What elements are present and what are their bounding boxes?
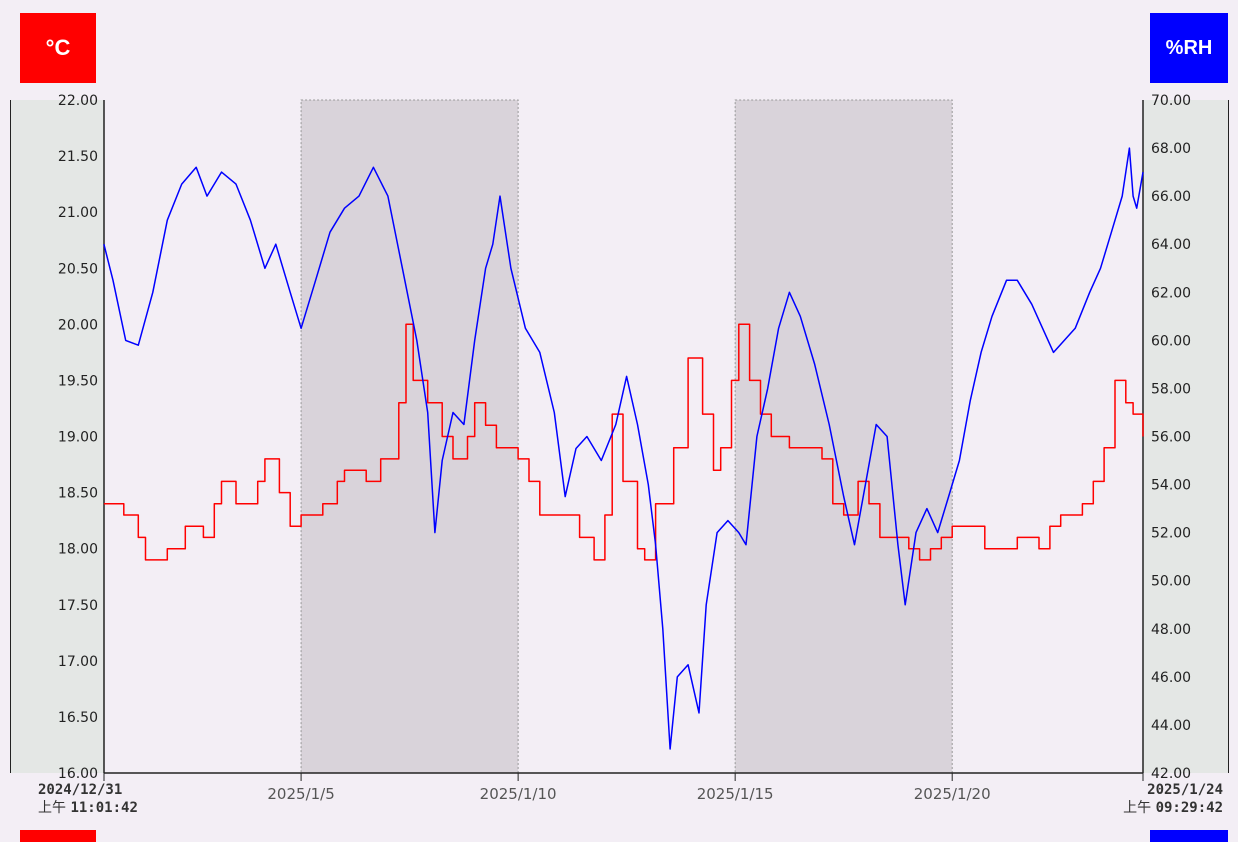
right-tick-label: 58.00 [1151, 381, 1191, 397]
start-time: 11:01:42 [70, 800, 138, 816]
x-tick-label: 2025/1/15 [697, 785, 774, 803]
celsius-unit-badge: °C [20, 13, 96, 83]
right-tick-label: 50.00 [1151, 574, 1191, 590]
left-tick-label: 20.00 [58, 317, 98, 333]
end-timestamp: 2025/1/24 上午 09:29:42 [1075, 781, 1223, 817]
right-tick-label: 46.00 [1151, 670, 1191, 686]
right-tick-label: 54.00 [1151, 478, 1191, 494]
right-tick-label: 42.00 [1151, 766, 1191, 782]
left-tick-label: 18.50 [58, 486, 98, 502]
left-tick-label: 16.50 [58, 710, 98, 726]
left-tick-label: 17.50 [58, 598, 98, 614]
temperature-legend-bar [20, 830, 96, 842]
left-tick-label: 22.00 [58, 93, 98, 109]
right-tick-label: 60.00 [1151, 333, 1191, 349]
right-tick-label: 62.00 [1151, 285, 1191, 301]
x-tick-label: 2025/1/20 [914, 785, 991, 803]
left-tick-label: 20.50 [58, 261, 98, 277]
right-axis-gutter [1143, 100, 1228, 773]
end-time: 09:29:42 [1155, 800, 1223, 816]
humidity-unit-badge: %RH [1150, 13, 1228, 83]
left-tick-label: 21.00 [58, 205, 98, 221]
left-tick-label: 18.00 [58, 542, 98, 558]
right-tick-label: 70.00 [1151, 93, 1191, 109]
x-tick-label: 2025/1/5 [267, 785, 334, 803]
end-date: 2025/1/24 [1147, 782, 1223, 798]
left-axis-gutter [10, 100, 104, 773]
right-tick-label: 52.00 [1151, 526, 1191, 542]
left-tick-label: 19.50 [58, 373, 98, 389]
left-tick-label: 17.00 [58, 654, 98, 670]
left-tick-label: 16.00 [58, 766, 98, 782]
right-tick-label: 48.00 [1151, 622, 1191, 638]
end-ampm: 上午 [1123, 800, 1152, 816]
start-timestamp: 2024/12/31 上午 11:01:42 [38, 781, 138, 817]
right-tick-label: 56.00 [1151, 430, 1191, 446]
shaded-range-0 [300, 99, 519, 774]
right-tick-label: 66.00 [1151, 189, 1191, 205]
left-tick-label: 19.00 [58, 430, 98, 446]
x-tick-label: 2025/1/10 [480, 785, 557, 803]
start-ampm: 上午 [38, 800, 66, 816]
left-tick-label: 21.50 [58, 149, 98, 165]
right-tick-label: 68.00 [1151, 141, 1191, 157]
start-date: 2024/12/31 [38, 782, 123, 798]
humidity-series-line [103, 147, 1144, 750]
temperature-series-line [103, 323, 1144, 561]
right-tick-label: 44.00 [1151, 718, 1191, 734]
humidity-legend-bar [1150, 830, 1228, 842]
shaded-range-1 [734, 99, 953, 774]
right-tick-label: 64.00 [1151, 237, 1191, 253]
